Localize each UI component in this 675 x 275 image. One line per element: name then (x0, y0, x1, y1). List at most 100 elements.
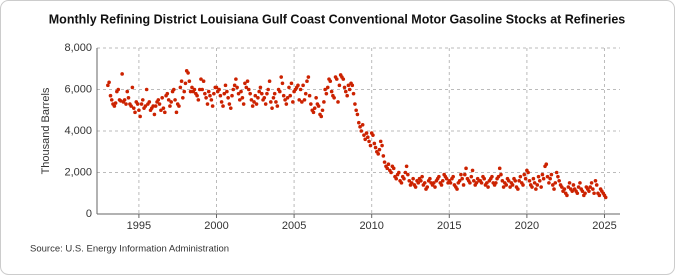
data-point (380, 143, 384, 148)
data-point (459, 172, 463, 177)
data-point (160, 96, 164, 100)
data-point (279, 75, 284, 79)
data-point (210, 104, 215, 108)
x-tick-label: 2005 (282, 220, 306, 232)
data-point (246, 87, 251, 92)
data-point (275, 104, 280, 108)
data-point (451, 174, 455, 179)
data-point (510, 183, 515, 187)
data-point (122, 98, 127, 102)
data-point (593, 179, 598, 183)
data-point (386, 162, 391, 166)
data-point (500, 179, 505, 183)
data-point (179, 79, 184, 83)
data-point (496, 174, 501, 179)
data-point (535, 183, 540, 187)
data-point (526, 170, 530, 175)
data-point (212, 91, 216, 96)
data-point (260, 91, 264, 96)
data-point (143, 104, 148, 108)
data-point (168, 104, 172, 108)
data-point (603, 195, 608, 200)
data-point (281, 93, 286, 98)
data-point (373, 145, 378, 150)
data-point (391, 166, 396, 171)
data-point (309, 102, 313, 106)
data-point (578, 181, 582, 185)
data-point (545, 174, 550, 179)
data-point (138, 114, 142, 119)
data-point (556, 174, 560, 179)
data-point (382, 160, 387, 164)
data-point (588, 185, 593, 189)
data-point (320, 108, 325, 113)
data-point (296, 83, 300, 88)
data-point (433, 185, 437, 189)
data-point (256, 96, 260, 100)
data-point (553, 181, 558, 185)
data-point (178, 85, 183, 90)
data-point (130, 85, 135, 90)
data-point (108, 93, 113, 98)
data-point (371, 133, 375, 137)
data-point (200, 87, 205, 92)
data-point (135, 102, 140, 106)
data-point (460, 176, 464, 181)
data-point (228, 106, 233, 110)
data-point (547, 181, 551, 185)
data-point (288, 93, 293, 98)
data-point (124, 102, 128, 106)
data-point (169, 100, 173, 104)
data-point (366, 135, 370, 140)
data-point (336, 100, 340, 104)
data-point (337, 83, 342, 88)
data-point (457, 179, 462, 183)
data-point (152, 112, 157, 117)
data-point (575, 191, 580, 196)
data-point (305, 79, 309, 83)
y-tick-label: 8,000 (64, 42, 92, 54)
data-point (332, 96, 336, 100)
data-point (536, 174, 541, 179)
data-point (244, 85, 249, 90)
data-point (196, 98, 201, 102)
data-point (518, 174, 523, 179)
x-tick-label: 2010 (359, 220, 383, 232)
data-point (126, 96, 131, 100)
data-point (413, 185, 418, 189)
data-point (270, 106, 274, 110)
data-point (199, 77, 203, 81)
data-point (161, 106, 166, 110)
data-point (306, 75, 311, 79)
data-point (153, 104, 158, 108)
data-point (532, 181, 537, 185)
data-point (163, 110, 167, 115)
data-point (112, 104, 117, 108)
data-point (243, 81, 247, 86)
data-point (562, 187, 567, 191)
data-point (334, 77, 339, 81)
data-point (425, 185, 430, 189)
data-point (534, 187, 538, 191)
data-point (420, 174, 424, 179)
data-point (106, 83, 110, 88)
data-point (381, 154, 386, 158)
data-point (319, 114, 324, 119)
data-point (540, 172, 545, 177)
data-point (301, 83, 305, 88)
data-point (266, 87, 270, 92)
data-point (269, 100, 273, 104)
data-point (479, 181, 484, 185)
data-point (591, 187, 595, 191)
data-point (144, 87, 149, 92)
data-point (567, 181, 572, 185)
data-point (227, 102, 232, 106)
data-point (133, 110, 137, 115)
data-point (265, 91, 269, 96)
data-point (307, 93, 312, 98)
data-point (208, 93, 212, 98)
data-point (513, 179, 518, 183)
data-point (440, 179, 445, 183)
data-point (157, 102, 162, 106)
